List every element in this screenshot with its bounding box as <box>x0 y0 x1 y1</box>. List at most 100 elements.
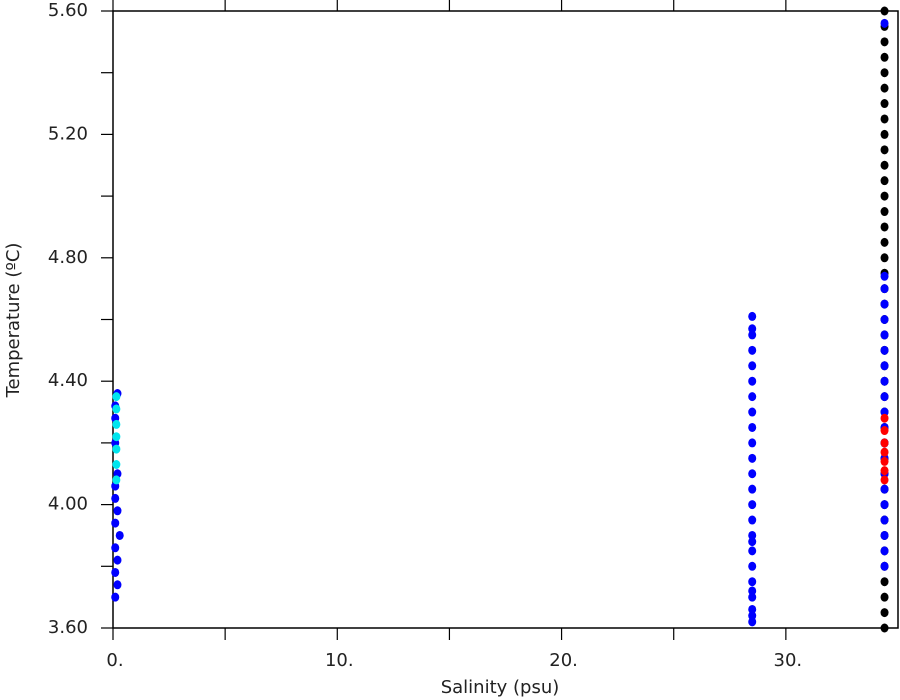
data-point <box>880 299 889 309</box>
data-point <box>748 361 757 371</box>
data-point <box>748 438 757 448</box>
data-point <box>748 422 757 432</box>
data-point <box>748 376 757 386</box>
data-point <box>748 392 757 402</box>
data-point <box>880 99 889 109</box>
data-point <box>880 83 889 93</box>
y-tick-label: 4.80 <box>48 247 88 268</box>
data-point <box>880 68 889 78</box>
data-point <box>880 284 889 294</box>
data-point <box>880 484 889 494</box>
data-point <box>111 493 120 503</box>
data-point <box>880 447 889 457</box>
y-tick-label: 4.00 <box>48 494 88 515</box>
data-point <box>111 543 120 553</box>
data-point <box>880 114 889 124</box>
data-point <box>880 191 889 201</box>
data-point <box>112 444 121 454</box>
data-point <box>880 623 889 633</box>
data-point <box>880 330 889 340</box>
data-point <box>880 222 889 232</box>
data-point <box>748 530 757 540</box>
data-point <box>880 530 889 540</box>
data-point <box>112 404 121 414</box>
data-point <box>880 18 889 28</box>
data-point <box>880 160 889 170</box>
y-axis-title: Temperature (ºC) <box>3 243 24 399</box>
data-point <box>880 456 889 466</box>
data-point <box>880 577 889 587</box>
data-point <box>880 500 889 510</box>
data-point <box>748 577 757 587</box>
data-point <box>748 617 757 627</box>
data-point <box>880 237 889 247</box>
data-point <box>880 561 889 571</box>
data-point <box>748 324 757 334</box>
data-point <box>112 419 121 429</box>
data-point <box>748 537 757 547</box>
x-tick-label: 30. <box>774 650 803 671</box>
data-point <box>880 145 889 155</box>
x-tick-label: 20. <box>549 650 578 671</box>
data-point <box>880 475 889 485</box>
data-point <box>748 469 757 479</box>
data-point <box>748 345 757 355</box>
data-point <box>748 515 757 525</box>
data-point <box>880 271 889 281</box>
plot-frame <box>112 10 899 629</box>
x-tick-label: 10. <box>325 650 354 671</box>
data-point <box>880 426 889 436</box>
data-point <box>748 484 757 494</box>
data-point <box>880 608 889 618</box>
data-point <box>111 518 120 528</box>
data-point <box>880 253 889 263</box>
data-point <box>115 530 124 540</box>
data-point <box>880 37 889 47</box>
data-point <box>748 500 757 510</box>
data-point <box>113 555 122 565</box>
data-point <box>880 345 889 355</box>
data-point <box>880 407 889 417</box>
data-point <box>880 466 889 476</box>
data-point <box>880 515 889 525</box>
data-point <box>112 432 121 442</box>
data-point <box>748 453 757 463</box>
data-point <box>113 580 122 590</box>
data-point <box>748 546 757 556</box>
y-tick-label: 4.40 <box>48 370 88 391</box>
data-point <box>880 592 889 602</box>
data-point <box>748 592 757 602</box>
data-point <box>880 413 889 423</box>
data-point <box>748 611 757 621</box>
data-point <box>880 315 889 324</box>
data-point <box>880 176 889 186</box>
data-point <box>111 567 120 577</box>
y-tick-label: 5.60 <box>48 0 88 21</box>
data-point <box>880 438 889 448</box>
data-point <box>880 546 889 556</box>
data-point <box>748 330 757 340</box>
data-point <box>880 361 889 371</box>
y-tick-label: 3.60 <box>48 617 88 638</box>
data-point <box>112 459 121 469</box>
x-axis-title: Salinity (psu) <box>441 677 560 698</box>
x-tick-label: 0. <box>106 650 123 671</box>
data-point <box>111 592 120 602</box>
data-point <box>112 392 121 402</box>
data-point <box>748 561 757 571</box>
data-point <box>113 506 122 516</box>
y-tick-label: 5.20 <box>48 123 88 144</box>
data-point <box>880 207 889 217</box>
data-point <box>748 604 757 614</box>
data-point <box>748 407 757 417</box>
data-point <box>112 475 121 485</box>
data-point <box>880 376 889 386</box>
data-point <box>880 52 889 62</box>
data-point <box>748 311 757 321</box>
data-point <box>880 6 889 16</box>
data-point <box>748 586 757 596</box>
data-point <box>880 129 889 139</box>
data-point <box>880 392 889 402</box>
